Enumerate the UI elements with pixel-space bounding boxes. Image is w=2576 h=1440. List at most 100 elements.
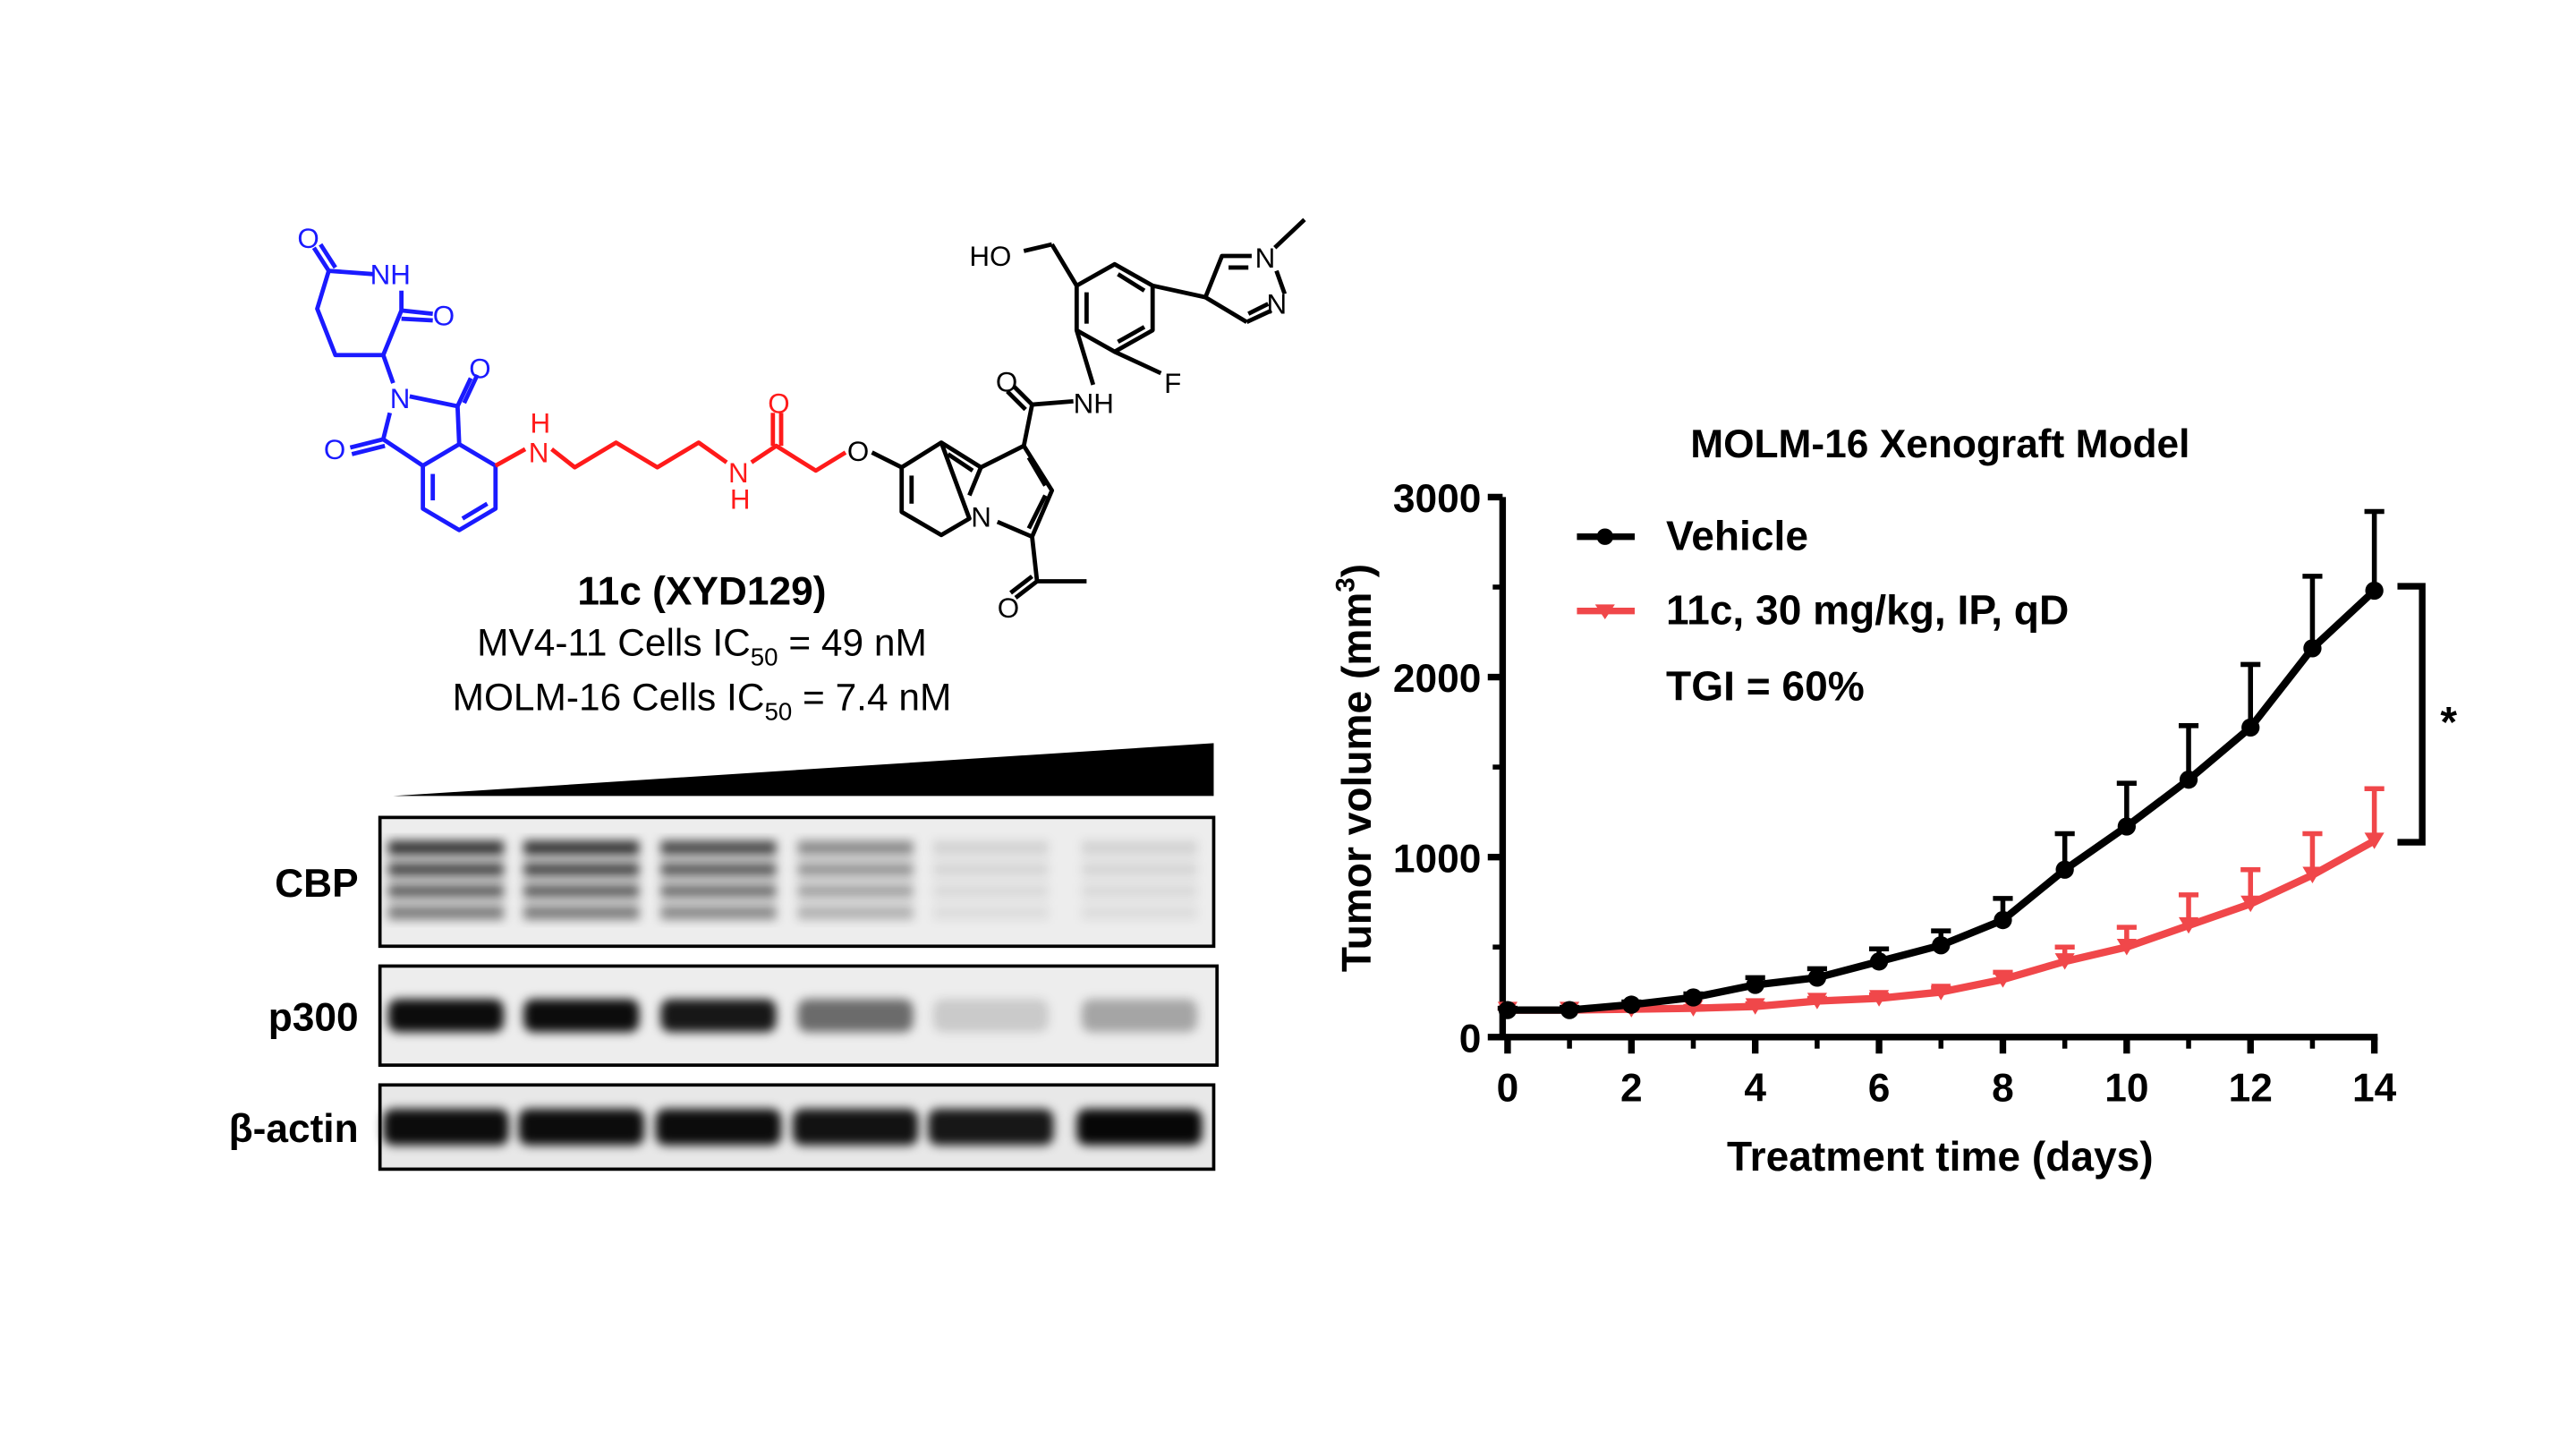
significance-bracket: *: [2397, 583, 2457, 846]
linker: [494, 413, 847, 473]
atom-labels: O NH O O N O N H N H O O N O O NH F HO N…: [297, 223, 1287, 624]
data-point: [1745, 998, 1765, 1015]
blot-band: [660, 862, 777, 877]
blot-band: [792, 1109, 919, 1146]
atom-label: H: [531, 407, 551, 439]
blot-band: [932, 999, 1049, 1033]
atom-label: O: [998, 592, 1019, 624]
concentration-gradient-wedge: [393, 743, 1214, 797]
ic50-molm-16: MOLM-16 Cells IC50 = 7.4 nM: [453, 676, 952, 725]
data-point: [1622, 995, 1641, 1014]
blot-band: [660, 883, 777, 899]
blot-row-p300: p300: [268, 964, 1220, 1067]
blot-band: [660, 840, 777, 856]
blot-band: [523, 862, 640, 877]
atom-label: O: [297, 223, 319, 254]
blot-band: [932, 862, 1049, 877]
blot-band: [387, 999, 505, 1033]
atom-label: N: [971, 502, 991, 533]
data-point: [1746, 976, 1764, 994]
atom-label: NH: [370, 259, 411, 290]
data-point: [2054, 953, 2075, 970]
blot-row-actin: β-actin: [229, 1083, 1216, 1172]
series-11c: [1497, 786, 2385, 1018]
blot-band: [523, 999, 640, 1033]
data-point: [1807, 968, 1827, 987]
ic50-mv4-11: MV4-11 Cells IC50 = 49 nM: [477, 622, 927, 671]
blot-band: [1081, 862, 1198, 877]
chart-title: MOLM-16 Xenograft Model: [1690, 422, 2189, 466]
data-point: [2303, 639, 2322, 658]
blot-band: [932, 883, 1049, 899]
y-tick-label: 0: [1459, 1017, 1482, 1061]
data-point: [2179, 771, 2198, 789]
data-point: [1498, 1001, 1518, 1019]
y-axis-label: Tumor volume (mm3): [1331, 564, 1379, 972]
blot-band: [1076, 1109, 1203, 1146]
data-point: [1684, 988, 1703, 1007]
legend-11c-marker: [1594, 604, 1615, 619]
data-point: [2364, 832, 2385, 849]
atom-label: H: [730, 483, 751, 515]
blot-band: [387, 883, 505, 899]
x-tick-label: 2: [1620, 1067, 1643, 1111]
chemical-structure: [311, 217, 1306, 600]
data-point: [1869, 990, 1890, 1007]
data-point: [2055, 860, 2074, 879]
atom-label: O: [847, 436, 869, 467]
blot-band: [1081, 905, 1198, 920]
legend-vehicle-marker: [1596, 528, 1614, 545]
x-tick-label: 8: [1992, 1067, 2014, 1111]
x-tick-label: 0: [1497, 1067, 1519, 1111]
legend: Vehicle 11c, 30 mg/kg, IP, qD: [1577, 512, 2069, 633]
data-point: [2241, 718, 2260, 737]
blot-band: [660, 905, 777, 920]
tumor-volume-chart: MOLM-16 Xenograft Model Treatment time (…: [1331, 422, 2457, 1180]
data-point: [1993, 971, 2013, 988]
data-point: [1932, 936, 1951, 955]
data-point: [1931, 984, 1951, 1001]
atom-label: O: [768, 388, 789, 419]
blot-band: [932, 905, 1049, 920]
blot-panel: [378, 815, 1216, 949]
atom-label: O: [324, 434, 345, 465]
x-tick-label: 12: [2229, 1067, 2273, 1111]
atom-label: O: [433, 301, 455, 332]
blot-band: [387, 905, 505, 920]
western-blot: CBP p300 β-actin: [229, 815, 1220, 1172]
atom-label: N: [390, 383, 411, 414]
blot-band: [797, 862, 914, 877]
blot-band: [797, 905, 914, 920]
legend-vehicle-label: Vehicle: [1666, 512, 1808, 558]
data-point: [2116, 938, 2137, 956]
blot-row-label: p300: [268, 995, 359, 1039]
atom-label: N: [1255, 243, 1276, 274]
blot-band: [1081, 840, 1198, 856]
series-vehicle: [1497, 508, 2385, 1019]
blot-band: [797, 883, 914, 899]
x-tick-label: 14: [2352, 1067, 2397, 1111]
compound-name: 11c (XYD129): [577, 569, 826, 613]
blot-band: [1081, 999, 1198, 1033]
data-point: [1869, 952, 1889, 971]
blot-band: [387, 840, 505, 856]
blot-row-cbp: CBP: [275, 815, 1216, 949]
atom-label: O: [469, 354, 490, 385]
atom-label: HO: [969, 241, 1011, 272]
atom-label: NH: [1074, 388, 1114, 419]
atom-label: N: [728, 457, 749, 489]
pomalidomide-moiety: [311, 243, 498, 533]
atom-label: N: [1267, 289, 1288, 320]
data-point: [2240, 895, 2261, 913]
blot-band: [383, 1109, 509, 1146]
blot-row-label: CBP: [275, 862, 358, 906]
data-point: [2365, 581, 2384, 601]
atom-label: O: [996, 366, 1017, 397]
data-point: [1560, 1001, 1579, 1019]
significance-asterisk: *: [2440, 699, 2457, 746]
x-tick-label: 6: [1868, 1067, 1891, 1111]
blot-band: [797, 840, 914, 856]
y-tick-label: 1000: [1393, 837, 1481, 881]
blot-band: [523, 905, 640, 920]
